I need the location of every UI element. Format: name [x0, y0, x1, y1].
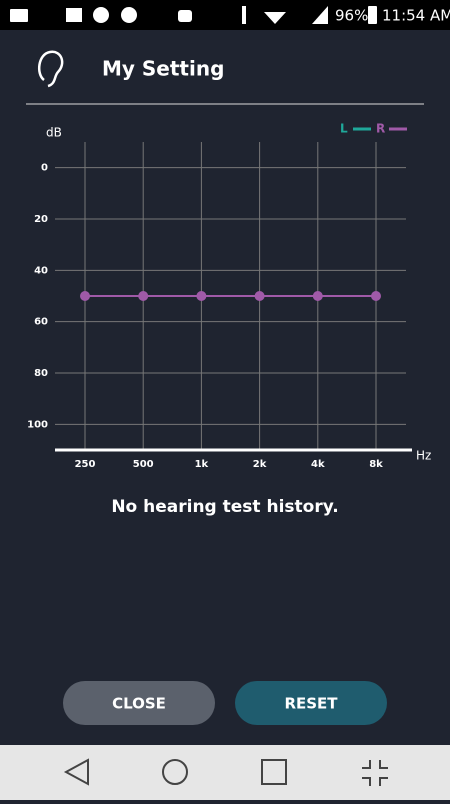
y-tick-label: 80: [34, 368, 48, 379]
close-label[interactable]: CLOSE: [112, 695, 166, 713]
close-button[interactable]: [63, 681, 215, 725]
battery: 96%: [335, 7, 368, 25]
x-tick-label: 4k: [311, 459, 325, 470]
minimize-button[interactable]: [362, 760, 388, 786]
y-tick-label: 20: [34, 214, 48, 225]
y-tick-label: 0: [41, 163, 48, 174]
home-button[interactable]: [162, 759, 188, 785]
reset-label[interactable]: RESET: [284, 695, 338, 713]
y-axis-label: dB: [46, 126, 62, 140]
x-tick-label: 1k: [195, 459, 209, 470]
x-tick-label: 500: [133, 459, 154, 470]
point: [312, 291, 323, 301]
x-tick-label: 8k: [369, 459, 383, 470]
point: [371, 291, 381, 301]
point: [254, 291, 265, 301]
y-tick-label: 40: [34, 265, 48, 276]
ear-icon: [37, 50, 64, 88]
x-tick-label: 2k: [253, 459, 267, 470]
point: [138, 291, 149, 301]
reset-button[interactable]: [235, 681, 387, 725]
x-axis-label: Hz: [416, 449, 431, 463]
y-tick-label: 100: [27, 419, 48, 430]
point: [196, 291, 207, 301]
clock: 11:54 AM: [382, 7, 450, 25]
back-button[interactable]: [63, 758, 89, 786]
point: [80, 291, 90, 301]
legend-label: R: [376, 122, 385, 136]
recents-button[interactable]: [261, 759, 287, 785]
nav-bar: [0, 745, 450, 800]
header-title: My Setting: [102, 57, 224, 81]
y-tick-label: 60: [34, 317, 48, 328]
message: No hearing test history.: [111, 497, 338, 517]
x-tick-label: 250: [75, 459, 96, 470]
status-icons: [10, 6, 377, 24]
legend-label: L: [340, 122, 348, 136]
